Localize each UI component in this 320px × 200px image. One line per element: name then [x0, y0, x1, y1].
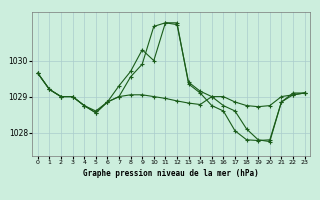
X-axis label: Graphe pression niveau de la mer (hPa): Graphe pression niveau de la mer (hPa)	[83, 169, 259, 178]
